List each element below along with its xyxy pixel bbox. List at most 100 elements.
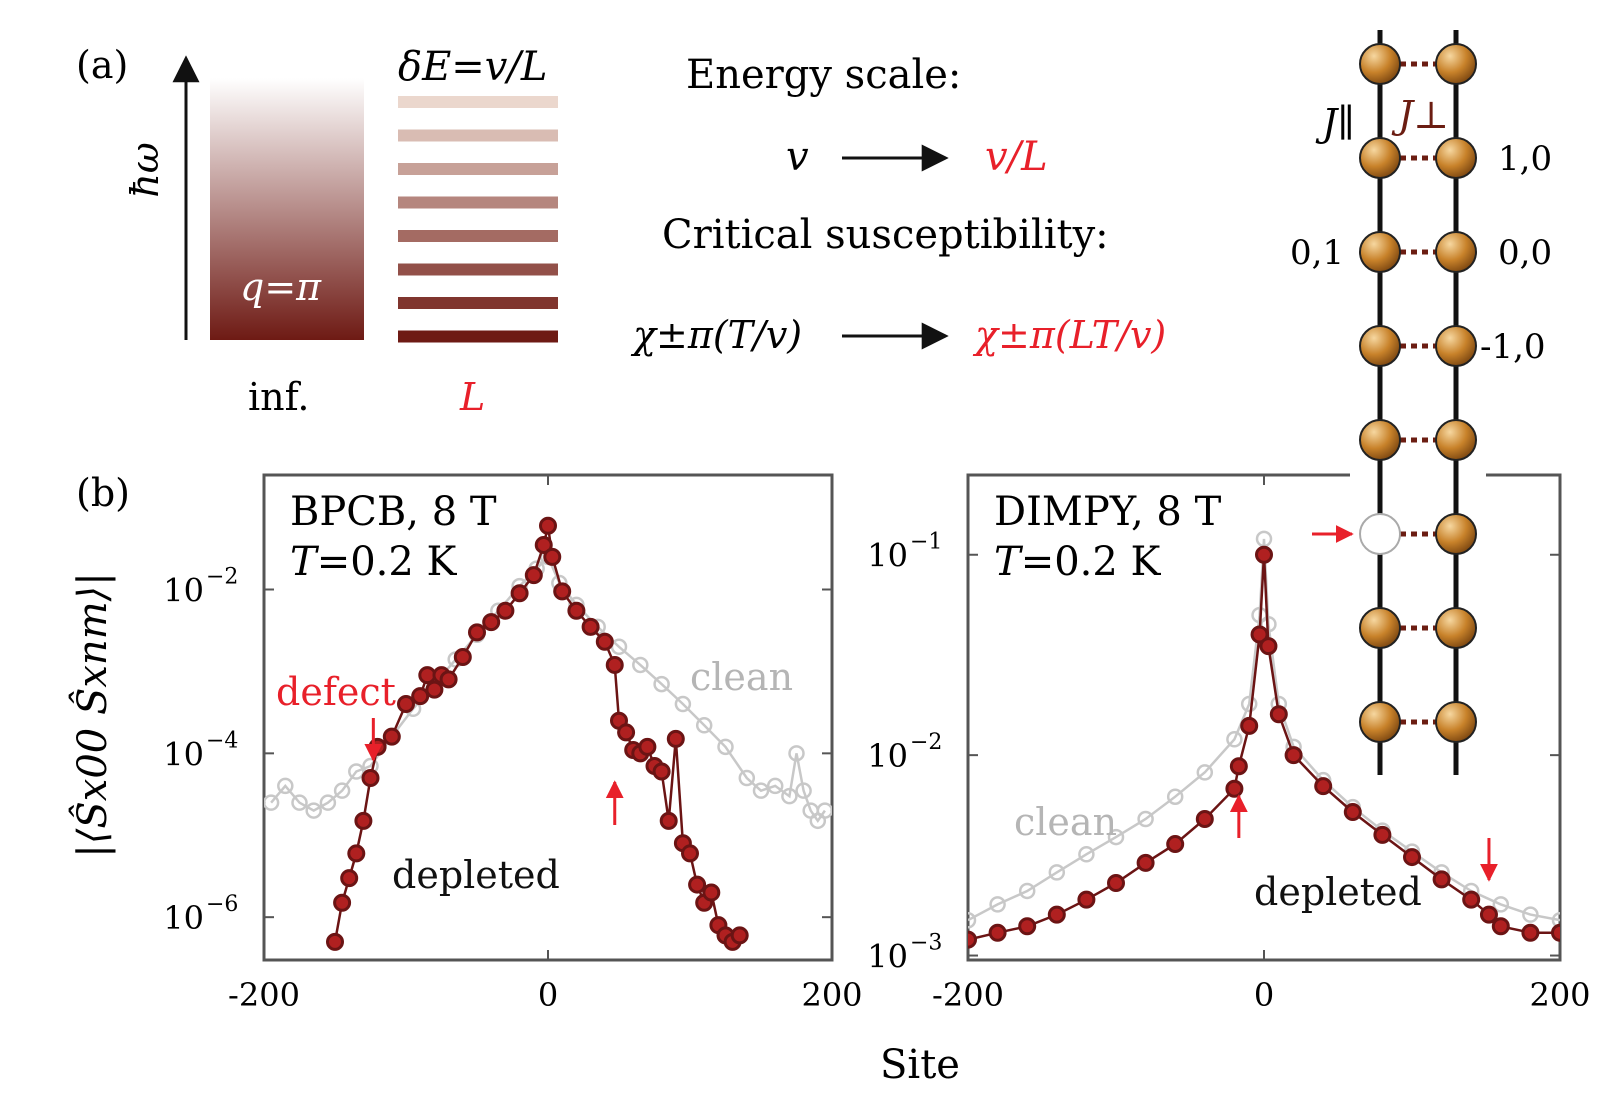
y-tick-exponent: −6 [206,892,238,917]
chart-title: DIMPY, 8 T [994,489,1222,535]
energy-level [398,230,558,242]
point-depleted [1314,777,1333,796]
energy-from: v [786,134,809,180]
x-tick-label: 200 [801,976,862,1014]
point-depleted [553,582,572,601]
y-tick-exponent: −1 [910,530,942,555]
spin-site [1435,137,1477,179]
y-axis-label: |⟨Ŝx00 Ŝxnm⟩| [69,572,116,857]
point-depleted [326,932,344,951]
point-clean [277,777,294,795]
point-depleted [968,930,977,949]
point-clean [348,763,365,780]
x-tick-label: 0 [1254,976,1274,1014]
y-tick-label: 10 [163,572,204,610]
panel-b-label: (b) [76,471,130,515]
panel-a: (a) ħω q=π inf. δE=v/L L Energy scale: v… [76,43,1166,419]
continuum-band [210,78,364,340]
point-depleted [688,875,707,894]
point-clean [305,802,322,819]
energy-level [398,330,558,343]
point-clean [319,794,337,811]
spin-site [1359,43,1401,85]
point-depleted [411,687,430,706]
point-depleted [1047,905,1066,924]
point-clean [968,912,977,929]
point-clean [1107,828,1125,846]
point-clean [1196,764,1214,781]
susc-to: χ±π(LT/v) [972,313,1166,357]
point-depleted [988,923,1007,942]
point-depleted [702,883,721,902]
point-depleted [666,729,685,748]
point-depleted [1373,825,1392,844]
point-depleted [681,844,699,863]
point-depleted [1521,923,1540,942]
point-clean [333,782,351,799]
point-clean [1048,864,1066,881]
point-clean [766,777,784,795]
x-tick-label: 0 [538,976,558,1014]
y-tick-exponent: −2 [206,565,238,590]
point-clean [816,802,832,819]
point-depleted [1107,874,1125,893]
point-depleted [1551,923,1560,942]
point-depleted [1225,779,1244,798]
point-clean [1137,810,1154,828]
point-clean [264,794,280,811]
point-depleted [1136,853,1155,872]
point-depleted [659,811,678,830]
x-axis-label: Site [880,1042,960,1088]
spin-site [1359,701,1401,743]
site-label: -1,0 [1480,327,1546,367]
point-depleted [1403,848,1421,867]
discrete-levels [398,96,558,343]
point-clean [653,675,670,693]
annotation-clean: clean [1014,800,1117,844]
point-depleted [730,926,749,945]
subtitle-symbol: T [290,539,320,585]
point-clean [291,794,308,811]
plot-area [264,516,832,951]
point-depleted [567,601,586,620]
point-clean [1240,695,1258,713]
j-perp-label: J⊥ [1391,93,1449,137]
q-pi-label: q=π [240,265,322,309]
point-clean [738,769,756,787]
j-parallel-label: J∥ [1315,101,1355,145]
point-clean [989,896,1006,913]
point-depleted [1255,545,1273,564]
point-depleted [539,516,557,535]
point-clean [674,695,692,713]
point-clean [788,745,805,762]
y-tick-label: 10 [867,537,908,575]
point-depleted [347,844,366,863]
x-tick-label: -200 [228,976,300,1014]
point-depleted [361,768,380,787]
point-clean [795,782,812,799]
site-label: 1,0 [1498,139,1552,179]
point-depleted [1018,917,1037,936]
ladder-schematic: J∥ J⊥ 1,0 0,1 0,0 -1,0 [1290,30,1552,780]
point-depleted [439,670,458,689]
point-depleted [1195,810,1214,829]
spin-site [1359,419,1401,461]
y-tick-exponent: −4 [206,728,238,753]
point-depleted [605,655,624,674]
hbar-omega-label: ħω [123,142,167,197]
energy-scale-title: Energy scale: [686,52,961,98]
point-depleted [510,584,529,603]
point-clean [781,787,798,805]
y-tick-exponent: −3 [910,931,942,956]
point-depleted [543,547,562,566]
chart-title: BPCB, 8 T [290,489,497,535]
point-depleted [581,617,600,636]
point-depleted [638,737,657,756]
point-depleted [1240,716,1259,735]
point-depleted [1491,917,1510,936]
point-depleted [1259,637,1278,656]
spin-site [1359,231,1401,273]
point-clean [1492,896,1510,913]
